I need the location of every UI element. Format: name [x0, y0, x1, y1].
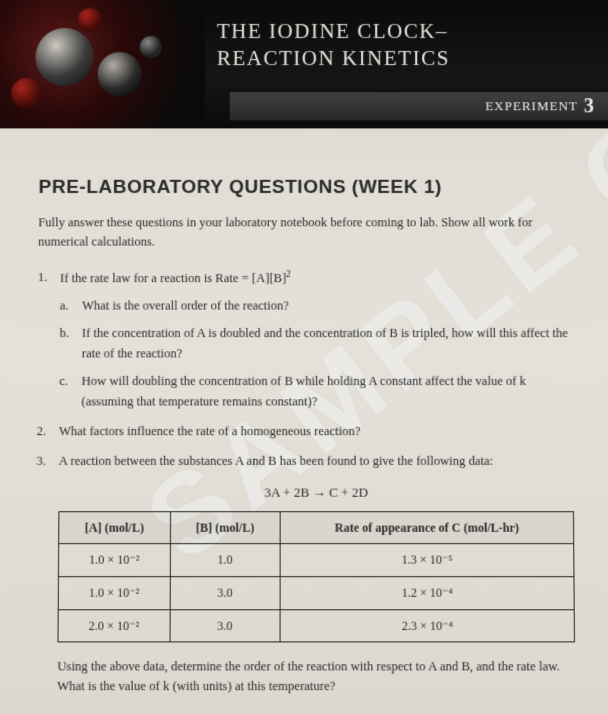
- th-b: [B] (mol/L): [170, 511, 280, 544]
- table-row: 1.0 × 10⁻² 3.0 1.2 × 10⁻⁴: [58, 577, 574, 610]
- q1a: a.What is the overall order of the react…: [60, 296, 573, 316]
- experiment-number: 3: [584, 95, 595, 118]
- header-title-block: THE IODINE CLOCK– REACTION KINETICS: [205, 0, 608, 73]
- section-title: PRE-LABORATORY QUESTIONS (WEEK 1): [38, 177, 571, 199]
- data-table: [A] (mol/L) [B] (mol/L) Rate of appearan…: [57, 511, 574, 643]
- header-title-1: THE IODINE CLOCK–: [217, 18, 588, 45]
- table-row: 1.0 × 10⁻² 1.0 1.3 × 10⁻⁵: [58, 544, 574, 577]
- question-1: 1. If the rate law for a reaction is Rat…: [37, 267, 573, 411]
- page-content: PRE-LABORATORY QUESTIONS (WEEK 1) Fully …: [0, 128, 608, 696]
- header-title-2: REACTION KINETICS: [217, 45, 589, 72]
- question-3: 3. A reaction between the substances A a…: [35, 452, 576, 696]
- intro-text: Fully answer these questions in your lab…: [38, 213, 572, 251]
- table-row: 2.0 × 10⁻² 3.0 2.3 × 10⁻⁴: [58, 609, 574, 642]
- q1c: c.How will doubling the concentration of…: [59, 372, 573, 412]
- q1b: b.If the concentration of A is doubled a…: [59, 324, 572, 364]
- header-band: THE IODINE CLOCK– REACTION KINETICS EXPE…: [0, 0, 608, 128]
- question-2: 2. What factors influence the rate of a …: [37, 422, 574, 442]
- equation: 3A + 2B → C + 2D: [58, 482, 573, 503]
- th-rate: Rate of appearance of C (mol/L-hr): [280, 511, 573, 544]
- molecule-image: [0, 0, 205, 128]
- q1-text: If the rate law for a reaction is Rate =…: [60, 271, 291, 285]
- q3-closing: Using the above data, determine the orde…: [57, 657, 575, 696]
- th-a: [A] (mol/L): [59, 511, 170, 544]
- experiment-bar: EXPERIMENT 3: [230, 92, 608, 120]
- experiment-label: EXPERIMENT: [485, 98, 578, 114]
